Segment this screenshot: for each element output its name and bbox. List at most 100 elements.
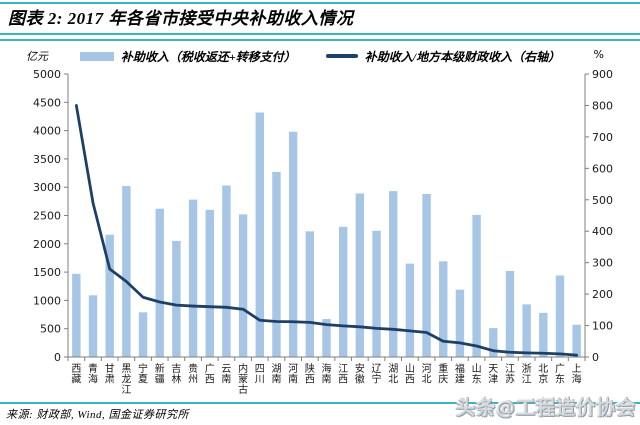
- x-axis-label-北京: 北京: [538, 363, 548, 386]
- title-double-rule: [0, 33, 640, 41]
- right-axis-tick-label: 600: [592, 162, 613, 175]
- x-axis-label-湖北: 湖北: [388, 363, 398, 386]
- x-axis-label-宁夏: 宁夏: [138, 362, 148, 386]
- x-axis-label-陕西: 陕西: [305, 362, 315, 386]
- bar-宁夏: [138, 312, 148, 357]
- bar-吉林: [172, 240, 181, 357]
- bar-四川: [255, 112, 264, 357]
- legend-item-subsidy-bar: 补助收入（税收返还+转移支付）: [79, 48, 296, 65]
- bar-贵州: [188, 199, 198, 357]
- right-axis-tick-label: 900: [592, 68, 613, 81]
- x-axis-label-广东: 广东: [555, 363, 565, 386]
- right-axis-tick-label: 100: [592, 320, 613, 333]
- bar-江西: [338, 226, 348, 357]
- bar-甘肃: [105, 234, 114, 357]
- bar-上海: [572, 324, 581, 357]
- bar-新疆: [155, 208, 164, 357]
- figure-footer: 来源: 财政部, Wind, 国金证券研究所: [0, 402, 640, 425]
- left-axis-unit-label: 亿元: [26, 51, 48, 63]
- x-axis-label-安徽: 安徽: [355, 362, 365, 386]
- right-axis-tick-label: 300: [592, 257, 613, 270]
- bar-湖北: [389, 191, 398, 357]
- left-axis-tick-label: 4000: [33, 125, 61, 138]
- bar-黑龙江: [122, 186, 131, 357]
- x-axis-label-新疆: 新疆: [155, 362, 165, 386]
- bar-湖南: [272, 171, 281, 357]
- bar-series-swatch-icon: [79, 51, 114, 61]
- left-axis-tick-label: 3000: [33, 181, 61, 194]
- left-axis-tick-label: 3500: [33, 153, 61, 166]
- bar-广西: [205, 209, 214, 357]
- x-axis-label-青海: 青海: [88, 362, 98, 386]
- bar-福建: [455, 289, 465, 357]
- right-axis-unit-label: %: [593, 48, 604, 61]
- x-axis-label-山东: 山东: [472, 363, 482, 386]
- bar-广东: [555, 275, 565, 357]
- bar-重庆: [439, 261, 448, 357]
- right-axis-tick-label: 800: [592, 99, 613, 112]
- legend-row: 亿元 补助收入（税收返还+转移支付） 补助收入/地方本级财政收入（右轴） %: [0, 46, 640, 66]
- x-axis-label-河北: 河北: [422, 363, 432, 386]
- x-axis-label-江苏: 江苏: [505, 363, 515, 386]
- bar-西藏: [72, 273, 81, 357]
- legend-item-ratio-line: 补助收入/地方本级财政收入（右轴）: [325, 48, 561, 65]
- bar-云南: [222, 185, 231, 357]
- x-axis-label-西藏: 西藏: [71, 364, 81, 386]
- bar-天津: [489, 328, 498, 357]
- source-note: 来源: 财政部, Wind, 国金证券研究所: [6, 409, 190, 421]
- right-axis-tick-label: 200: [592, 288, 613, 301]
- legend-label: 补助收入/地方本级财政收入（右轴）: [364, 49, 561, 64]
- x-axis-label-贵州: 贵州: [188, 362, 198, 386]
- right-axis-tick-label: 500: [592, 194, 613, 207]
- combo-chart-plot: 0 500 1000 1500 2000 2500 3000 3500 4000 4500 5000…: [33, 68, 613, 396]
- left-axis-tick-label: 5000: [33, 68, 61, 81]
- bar-青海: [88, 295, 98, 357]
- x-axis-label-甘肃: 甘肃: [105, 362, 115, 386]
- x-axis-label-黑龙江: 黑龙江: [121, 363, 131, 396]
- footer-rule: [0, 402, 640, 404]
- bar-河北: [422, 193, 431, 357]
- chart-legend: 补助收入（税收返还+转移支付） 补助收入/地方本级财政收入（右轴）: [0, 46, 640, 66]
- bar-北京: [539, 312, 548, 357]
- bar-山西: [405, 263, 415, 357]
- x-axis-label-四川: 四川: [255, 364, 265, 386]
- x-axis-label-山西: 山西: [405, 363, 415, 386]
- x-axis-label-湖南: 湖南: [271, 363, 281, 386]
- bar-江苏: [505, 270, 515, 357]
- x-axis-label-内蒙古: 内蒙古: [238, 362, 248, 396]
- bar-陕西: [305, 231, 315, 357]
- bar-海南: [322, 319, 331, 357]
- x-axis-label-重庆: 重庆: [438, 362, 448, 386]
- chart-title: 图表 2: 2017 年各省市接受中央补助收入情况: [8, 9, 354, 28]
- bar-辽宁: [372, 230, 381, 357]
- legend-label: 补助收入（税收返还+转移支付）: [120, 49, 296, 64]
- line-series-swatch-icon: [325, 54, 358, 58]
- x-axis-label-浙江: 浙江: [522, 363, 532, 386]
- x-axis-label-云南: 云南: [221, 364, 231, 386]
- left-axis-tick-label: 4500: [33, 96, 61, 109]
- x-axis-label-辽宁: 辽宁: [372, 363, 382, 386]
- left-axis-tick-label: 1500: [33, 266, 61, 279]
- bar-内蒙古: [238, 214, 248, 357]
- left-axis-tick-label: 500: [40, 323, 61, 336]
- x-axis-label-广西: 广西: [205, 363, 215, 386]
- watermark: 头条@工程造价协会: [455, 397, 636, 419]
- right-axis-tick-label: 700: [592, 131, 613, 144]
- x-axis-label-福建: 福建: [455, 362, 465, 386]
- x-axis-label-江西: 江西: [338, 363, 348, 386]
- x-axis-label-上海: 上海: [572, 363, 582, 386]
- x-axis-label-吉林: 吉林: [171, 363, 181, 386]
- ratio-line: [74, 104, 579, 357]
- bar-山东: [472, 214, 481, 357]
- x-axis-label-天津: 天津: [488, 364, 498, 386]
- left-axis-tick-label: 1000: [33, 294, 61, 307]
- right-axis-tick-label: 400: [592, 225, 613, 238]
- right-axis-tick-label: 0: [592, 351, 599, 364]
- left-axis-tick-label: 2500: [33, 210, 61, 223]
- bar-浙江: [522, 304, 531, 357]
- bar-安徽: [355, 193, 365, 357]
- bar-河南: [288, 131, 298, 357]
- left-axis-tick-label: 2000: [33, 238, 61, 251]
- x-axis-label-河南: 河南: [288, 363, 298, 386]
